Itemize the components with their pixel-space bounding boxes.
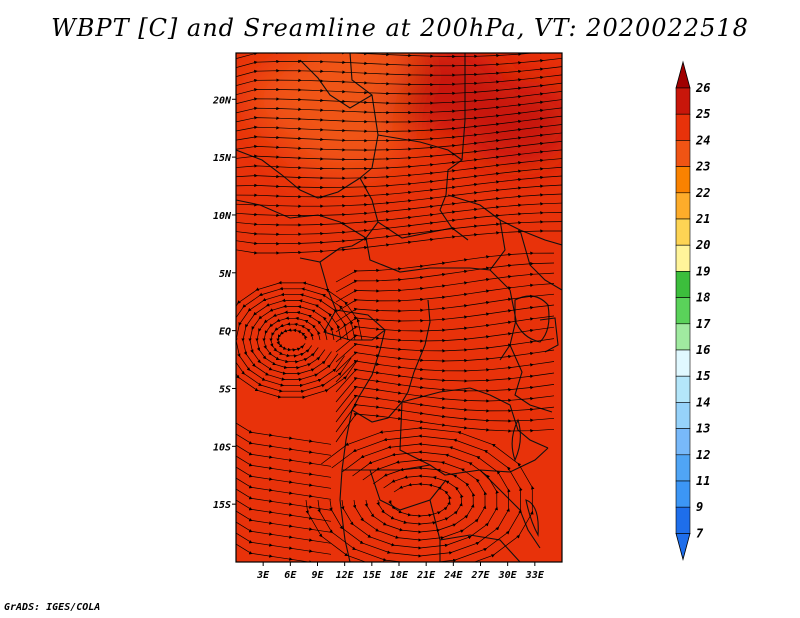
streamline bbox=[236, 53, 544, 60]
lon-label: 21E bbox=[416, 570, 436, 581]
colorbar-swatch bbox=[675, 244, 691, 272]
lon-label: 24E bbox=[443, 570, 463, 581]
lon-label: 6E bbox=[284, 570, 297, 581]
lon-label: 18E bbox=[390, 570, 409, 581]
colorbar-swatch bbox=[675, 375, 691, 403]
lon-label: 9E bbox=[311, 570, 324, 581]
lon-label: 27E bbox=[470, 570, 490, 581]
colorbar-swatch bbox=[675, 218, 691, 246]
lat-label: 10N bbox=[213, 211, 232, 222]
colorbar-label: 22 bbox=[695, 186, 710, 200]
colorbar-label: 17 bbox=[696, 317, 711, 331]
colorbar-label: 12 bbox=[696, 448, 710, 462]
colorbar-swatch bbox=[675, 480, 691, 508]
streamline bbox=[236, 488, 332, 511]
colorbar-label: 7 bbox=[696, 526, 704, 540]
streamline bbox=[236, 66, 562, 78]
streamlines bbox=[236, 53, 562, 562]
colorbar-label: 16 bbox=[696, 343, 710, 357]
streamline bbox=[236, 543, 313, 562]
streamline bbox=[236, 280, 363, 400]
lat-label: 10S bbox=[213, 442, 231, 453]
colorbar-swatch bbox=[675, 428, 691, 456]
colorbar-label: 15 bbox=[696, 369, 710, 383]
streamline bbox=[236, 466, 332, 489]
streamline bbox=[236, 532, 332, 555]
colorbar-label: 20 bbox=[695, 238, 710, 252]
lon-label: 12E bbox=[336, 570, 355, 581]
streamline bbox=[236, 422, 332, 445]
colorbar-below-arrow bbox=[675, 533, 691, 561]
colorbar-label: 13 bbox=[696, 422, 710, 436]
streamline bbox=[236, 477, 332, 500]
colorbar-label: 18 bbox=[696, 291, 710, 305]
colorbar-swatch bbox=[675, 349, 691, 377]
colorbar-swatch bbox=[675, 297, 691, 325]
colorbar-swatch bbox=[675, 454, 691, 482]
colorbar-swatch bbox=[675, 271, 691, 298]
lon-label: 33E bbox=[525, 570, 545, 581]
streamline bbox=[335, 338, 555, 363]
colorbar-swatch bbox=[675, 113, 691, 141]
lat-label: 5S bbox=[219, 384, 231, 395]
lat-label: 15N bbox=[213, 153, 232, 164]
streamline bbox=[236, 444, 332, 467]
grads-credit: GrADS: IGES/COLA bbox=[4, 602, 101, 613]
lat-label: EQ bbox=[219, 327, 231, 338]
streamline bbox=[305, 426, 535, 562]
lat-label: 5N bbox=[219, 269, 232, 280]
map-panel bbox=[235, 52, 563, 563]
lon-label: 15E bbox=[363, 570, 382, 581]
streamline bbox=[236, 229, 562, 255]
colorbar-label: 24 bbox=[695, 133, 710, 147]
streamline bbox=[236, 521, 332, 544]
map-title: WBPT [C] and Sreamline at 200hPa, VT: 20… bbox=[51, 14, 749, 42]
streamline bbox=[236, 510, 332, 533]
colorbar: 26 25 24 23 22 21 20 19 18 17 16 15 14 13 12 11 9 7 bbox=[675, 60, 711, 561]
colorbar-label: 14 bbox=[696, 395, 710, 409]
map-axes: 20N 15N 10N 5N EQ 5S 10S 15S 3E 6E 9E 12E 15E 18E 21E 2… bbox=[212, 95, 545, 581]
colorbar-label: 26 bbox=[695, 81, 710, 95]
colorbar-swatch bbox=[675, 323, 691, 351]
colorbar-label: 23 bbox=[695, 160, 710, 174]
streamline bbox=[236, 433, 332, 456]
colorbar-above-arrow bbox=[675, 60, 691, 89]
lat-label: 20N bbox=[212, 95, 232, 106]
lat-label: 15S bbox=[213, 500, 231, 511]
colorbar-label: 25 bbox=[695, 107, 710, 121]
colorbar-swatch bbox=[675, 140, 691, 167]
colorbar-label: 9 bbox=[696, 500, 703, 514]
colorbar-swatch bbox=[675, 166, 691, 194]
lon-label: 3E bbox=[256, 570, 270, 581]
lon-label: 30E bbox=[498, 570, 518, 581]
colorbar-label: 19 bbox=[696, 264, 710, 278]
colorbar-swatch bbox=[675, 506, 691, 534]
streamline bbox=[236, 499, 332, 522]
colorbar-swatch bbox=[675, 402, 691, 429]
streamline bbox=[236, 455, 332, 478]
colorbar-label: 21 bbox=[695, 212, 710, 226]
colorbar-swatch bbox=[675, 192, 691, 220]
colorbar-swatch bbox=[675, 87, 691, 115]
streamline bbox=[236, 57, 562, 69]
colorbar-label: 11 bbox=[696, 474, 710, 488]
